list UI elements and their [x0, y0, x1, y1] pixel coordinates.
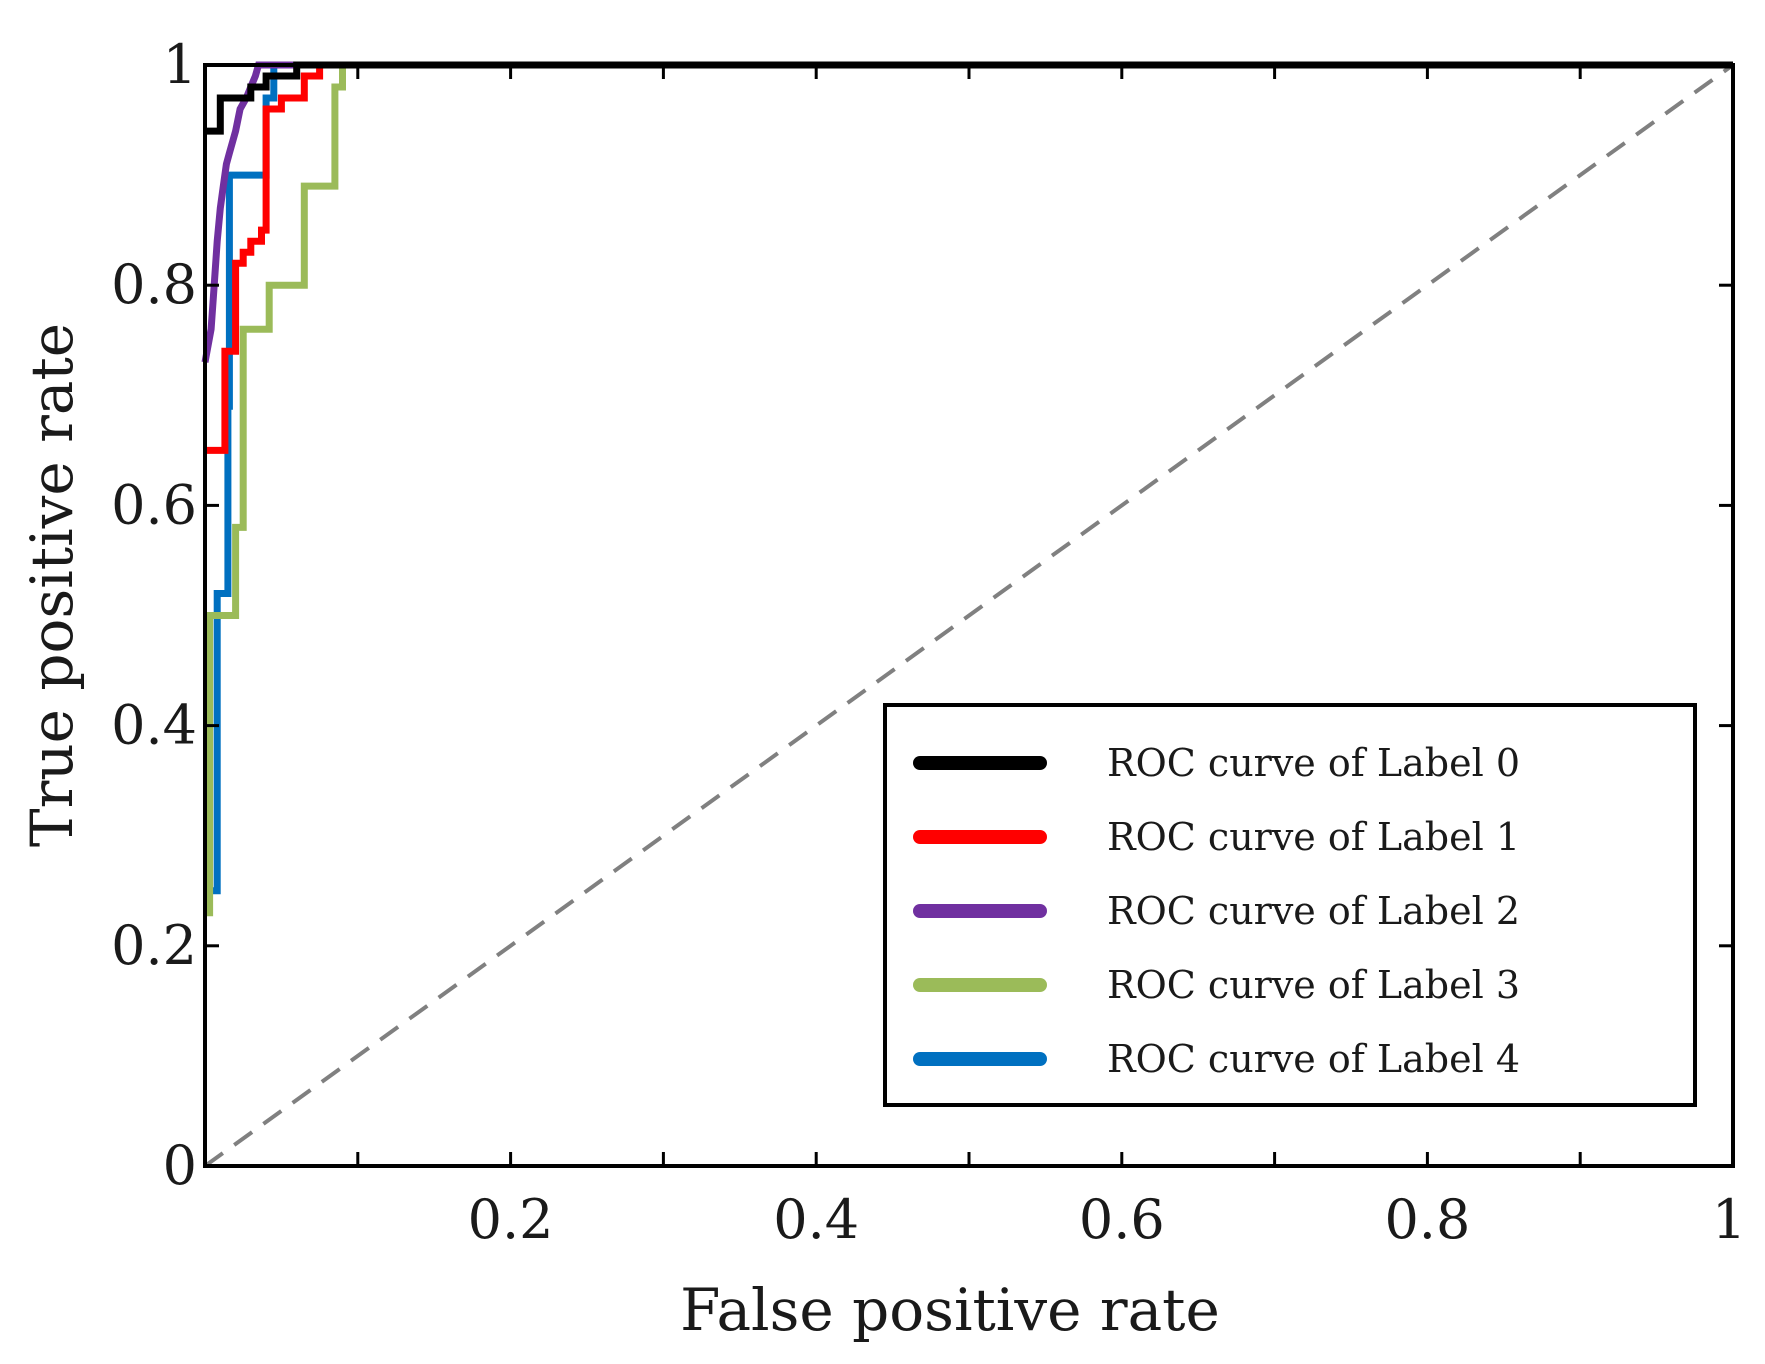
roc-curve-label-0 — [205, 61, 1733, 135]
x-tick-label: 0.8 — [1384, 1188, 1470, 1251]
roc-curve-label-2 — [201, 61, 1733, 363]
x-tick-label: 0.2 — [468, 1188, 554, 1251]
x-tick-label: 0.6 — [1079, 1188, 1165, 1251]
y-tick-label: 0 — [163, 1134, 197, 1197]
series-lines — [201, 61, 1735, 1168]
legend-entry-label-2: ROC curve of Label 2 — [1107, 889, 1520, 933]
x-axis-title: False positive rate — [680, 1276, 1220, 1344]
y-tick-label: 0.6 — [111, 473, 197, 536]
axes: 0.2 0.4 0.6 0.8 1 0 0.2 0.4 0.6 0.8 1 — [111, 33, 1746, 1251]
x-tick-label: 0.4 — [773, 1188, 859, 1251]
roc-curve-label-4 — [205, 61, 1733, 895]
legend: ROC curve of Label 0 ROC curve of Label 1… — [883, 703, 1697, 1107]
diagonal-reference-line — [203, 63, 1735, 1168]
y-axis-title: True positive rate — [18, 323, 86, 847]
roc-curve-label-1 — [205, 61, 1733, 454]
legend-entry-label-1: ROC curve of Label 1 — [1107, 815, 1520, 859]
legend-entry-label-0: ROC curve of Label 0 — [1107, 741, 1520, 785]
legend-entry-label-3: ROC curve of Label 3 — [1107, 963, 1520, 1007]
y-tick-label: 0.2 — [111, 914, 197, 977]
y-tick-label: 1 — [163, 33, 197, 96]
legend-entry-label-4: ROC curve of Label 4 — [1107, 1037, 1520, 1081]
y-tick-label: 0.4 — [111, 694, 197, 757]
roc-curve-label-3 — [205, 61, 1733, 917]
y-tick-label: 0.8 — [111, 253, 197, 316]
x-tick-label: 1 — [1712, 1188, 1746, 1251]
